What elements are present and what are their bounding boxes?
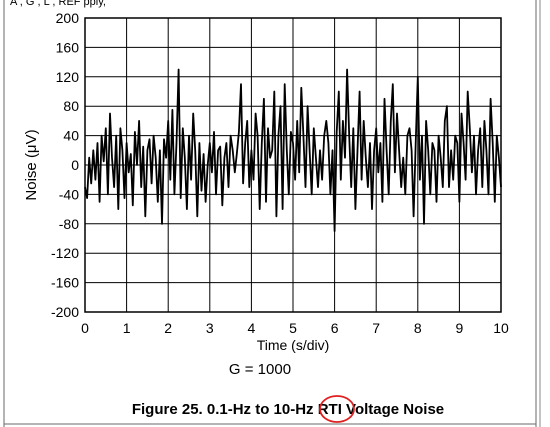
x-tick-label: 4 [248,320,256,336]
header-text: A , G , L , REF pply, [10,0,106,8]
x-tick-label: 7 [372,320,380,336]
figure-caption-suffix: Voltage Noise [342,401,444,418]
x-tick-label: 1 [123,320,131,336]
figure-caption: Figure 25. 0.1-Hz to 10-Hz RTI Voltage N… [132,401,444,418]
noise-trace-line [84,68,502,233]
x-tick-label: 9 [456,320,464,336]
y-tick-label: 200 [56,10,80,26]
x-tick-label: 8 [414,320,422,336]
x-tick-label: 2 [164,320,172,336]
y-tick-label: 80 [63,98,79,114]
x-tick-label: 6 [331,320,339,336]
y-tick-label: -120 [51,245,79,261]
y-tick-label: 120 [56,69,80,85]
rti-highlight-circle [319,395,355,423]
figure-caption-highlight: RTI [318,401,342,418]
y-tick-label: -200 [51,304,79,320]
x-tick-label: 5 [289,320,297,336]
y-tick-label: -40 [59,186,79,202]
y-axis-label: Noise (μV) [23,129,40,200]
y-tick-label: 0 [71,157,79,173]
x-tick-label: 3 [206,320,214,336]
y-tick-label: -80 [59,216,79,232]
x-axis-label: Time (s/div) [257,337,330,353]
gain-label: G = 1000 [229,361,291,378]
plot-border [84,17,502,313]
figure-caption-prefix: Figure 25. 0.1-Hz to 10-Hz [132,401,318,418]
y-tick-label: -160 [51,275,79,291]
x-tick-label: 10 [493,320,509,336]
y-tick-label: 160 [56,39,80,55]
x-tick-label: 0 [81,320,89,336]
y-tick-label: 40 [63,128,79,144]
